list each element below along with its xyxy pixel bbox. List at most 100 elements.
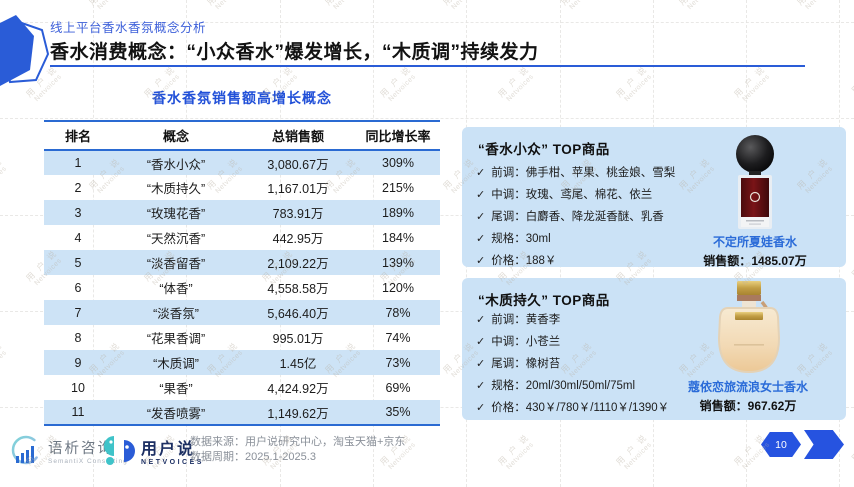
- product-sales: 销售额：1485.07万: [703, 254, 807, 268]
- spec-item: ✓ 价格：188￥: [476, 249, 675, 271]
- spec-text: 价格：188￥: [491, 255, 557, 267]
- product-name: 蔻依恋旅流浪女士香水: [687, 380, 808, 394]
- table-header-row: 排名 概念 总销售额 同比增长率: [44, 121, 440, 151]
- table-cell: 139%: [382, 255, 414, 270]
- spec-text: 中调：小苍兰: [491, 336, 561, 348]
- table-cell: 35%: [385, 405, 411, 419]
- table-cell: 5: [74, 255, 82, 270]
- table-cell: “木质调”: [153, 357, 199, 371]
- spec-text: 规格：30ml: [491, 233, 551, 245]
- table-cell: 73%: [385, 355, 411, 370]
- table-cell: 4: [74, 230, 82, 245]
- card-woody-lasting: “木质持久” TOP商品 ✓ 前调：黄香李 ✓ 中调：小苍兰 ✓ 尾调：橡树苔 ✓ 规格：20…: [462, 278, 846, 420]
- table-cell: 189%: [382, 205, 414, 220]
- spec-text: 前调：佛手柑、苹果、桃金娘、雪梨: [491, 167, 676, 179]
- gem-logo-icon: [0, 15, 50, 86]
- spec-item: ✓ 价格：430￥/780￥/1110￥/1390￥: [476, 396, 669, 418]
- dark-perfume-bottle-image: [736, 135, 774, 229]
- netvoices-logo-icon: [104, 436, 135, 465]
- spec-list: ✓ 前调：佛手柑、苹果、桃金娘、雪梨 ✓ 中调：玫瑰、鸢尾、棉花、依兰 ✓ 尾调：白麝香、…: [476, 161, 675, 271]
- table-cell: 783.91万: [272, 207, 324, 221]
- footer: 语析咨询 SemantiX Consulting 用户说 NETVOICES: [0, 428, 854, 480]
- table-cell: “花果香调”: [146, 332, 206, 346]
- product-sales: 销售额：967.62万: [699, 399, 797, 413]
- check-icon: ✓: [476, 335, 486, 348]
- table-cell: 2: [74, 180, 82, 195]
- spec-item: ✓ 中调：小苍兰: [476, 330, 669, 352]
- table-cell: “天然沉香”: [146, 232, 206, 246]
- next-page-arrow-icon[interactable]: [804, 430, 844, 459]
- table-cell: 78%: [385, 305, 411, 320]
- spec-item: ✓ 中调：玫瑰、鸢尾、棉花、依兰: [476, 183, 675, 205]
- semantix-logo-subtitle: SemantiX Consulting: [48, 458, 128, 465]
- table-column-header: 排名: [44, 121, 112, 151]
- spec-item: ✓ 尾调：橡树苔: [476, 352, 669, 374]
- check-icon: ✓: [476, 166, 486, 179]
- table-cell: 4,424.92万: [267, 382, 329, 396]
- netvoices-logo-name: 用户说: [141, 440, 196, 458]
- spec-text: 规格：20ml/30ml/50ml/75ml: [491, 380, 636, 392]
- table-cell: 7: [74, 305, 82, 320]
- product-showcase: 不定所夏娃香水 销售额：1485.07万: [680, 133, 830, 269]
- table-row: 9 “木质调” 1.45亿 73%: [44, 350, 440, 375]
- table-cell: 2,109.22万: [267, 257, 329, 271]
- check-icon: ✓: [476, 254, 486, 267]
- table-cell: “木质持久”: [146, 182, 206, 196]
- table-cell: “玫瑰花香”: [146, 207, 206, 221]
- table-cell: 995.01万: [272, 332, 324, 346]
- table-cell: “果香”: [159, 382, 193, 396]
- product-name: 不定所夏娃香水: [712, 235, 797, 249]
- table-row: 5 “淡香留香” 2,109.22万 139%: [44, 250, 440, 275]
- table-cell: “香水小众”: [146, 157, 206, 172]
- data-period-line: 数据周期：2025.1-2025.3: [190, 451, 316, 463]
- table-row: 2 “木质持久” 1,167.01万 215%: [44, 175, 440, 200]
- table-cell: 69%: [385, 380, 411, 395]
- table-row: 7 “淡香氛” 5,646.40万 78%: [44, 300, 440, 325]
- spec-text: 尾调：白麝香、降龙涎香醚、乳香: [491, 211, 664, 223]
- check-icon: ✓: [476, 401, 486, 414]
- check-icon: ✓: [476, 379, 486, 392]
- spec-text: 尾调：橡树苔: [491, 358, 561, 370]
- card-title: “香水小众” TOP商品: [478, 142, 610, 157]
- table-title: 香水香氛销售额高增长概念: [152, 90, 332, 106]
- table-cell: 1,149.62万: [267, 406, 329, 421]
- check-icon: ✓: [476, 357, 486, 370]
- semantix-logo-icon: [11, 435, 41, 465]
- slide-title: 香水消费概念：“小众香水”爆发增长，“木质调”持续发力: [50, 42, 539, 63]
- table-cell: 309%: [382, 156, 414, 170]
- table-cell: 3,080.67万: [267, 157, 329, 172]
- table-cell: 1: [74, 156, 82, 170]
- table-cell: 5,646.40万: [267, 307, 329, 321]
- spec-item: ✓ 规格：30ml: [476, 227, 675, 249]
- table-cell: 8: [74, 330, 82, 345]
- page-number-badge[interactable]: 10: [761, 432, 801, 457]
- table-cell: 11: [71, 405, 85, 419]
- semantix-logo-name: 语析咨询: [48, 441, 114, 457]
- table-cell: 1,167.01万: [267, 182, 329, 196]
- table-cell: 184%: [382, 230, 414, 245]
- spec-item: ✓ 前调：佛手柑、苹果、桃金娘、雪梨: [476, 161, 675, 183]
- table-row: 1 “香水小众” 3,080.67万 309%: [44, 150, 440, 175]
- table-cell: 9: [74, 355, 82, 370]
- table-cell: 3: [74, 205, 82, 220]
- gold-perfume-bottle-image: [717, 281, 781, 374]
- check-icon: ✓: [476, 210, 486, 223]
- spec-text: 价格：430￥/780￥/1110￥/1390￥: [491, 402, 670, 414]
- title-underline: [50, 65, 805, 67]
- table-cell: 1.45亿: [279, 357, 317, 371]
- check-icon: ✓: [476, 232, 486, 245]
- table-cell: 74%: [385, 330, 411, 345]
- check-icon: ✓: [476, 188, 486, 201]
- growth-concepts-table: 排名 概念 总销售额 同比增长率 1 “香水小众” 3,080.67万 309% 2 “木质持久…: [44, 120, 440, 426]
- spec-list: ✓ 前调：黄香李 ✓ 中调：小苍兰 ✓ 尾调：橡树苔 ✓ 规格：20ml/30ml/50ml/…: [476, 308, 669, 418]
- table-cell: 442.95万: [272, 232, 324, 246]
- spec-text: 前调：黄香李: [491, 314, 561, 326]
- card-title: “木质持久” TOP商品: [478, 293, 610, 308]
- table-cell: 10: [71, 380, 85, 395]
- table-cell: “淡香留香”: [146, 257, 206, 271]
- netvoices-logo-subtitle: NETVOICES: [141, 458, 204, 466]
- table-row: 3 “玫瑰花香” 783.91万 189%: [44, 200, 440, 225]
- spec-item: ✓ 尾调：白麝香、降龙涎香醚、乳香: [476, 205, 675, 227]
- table-cell: “发香喷雾”: [146, 406, 206, 421]
